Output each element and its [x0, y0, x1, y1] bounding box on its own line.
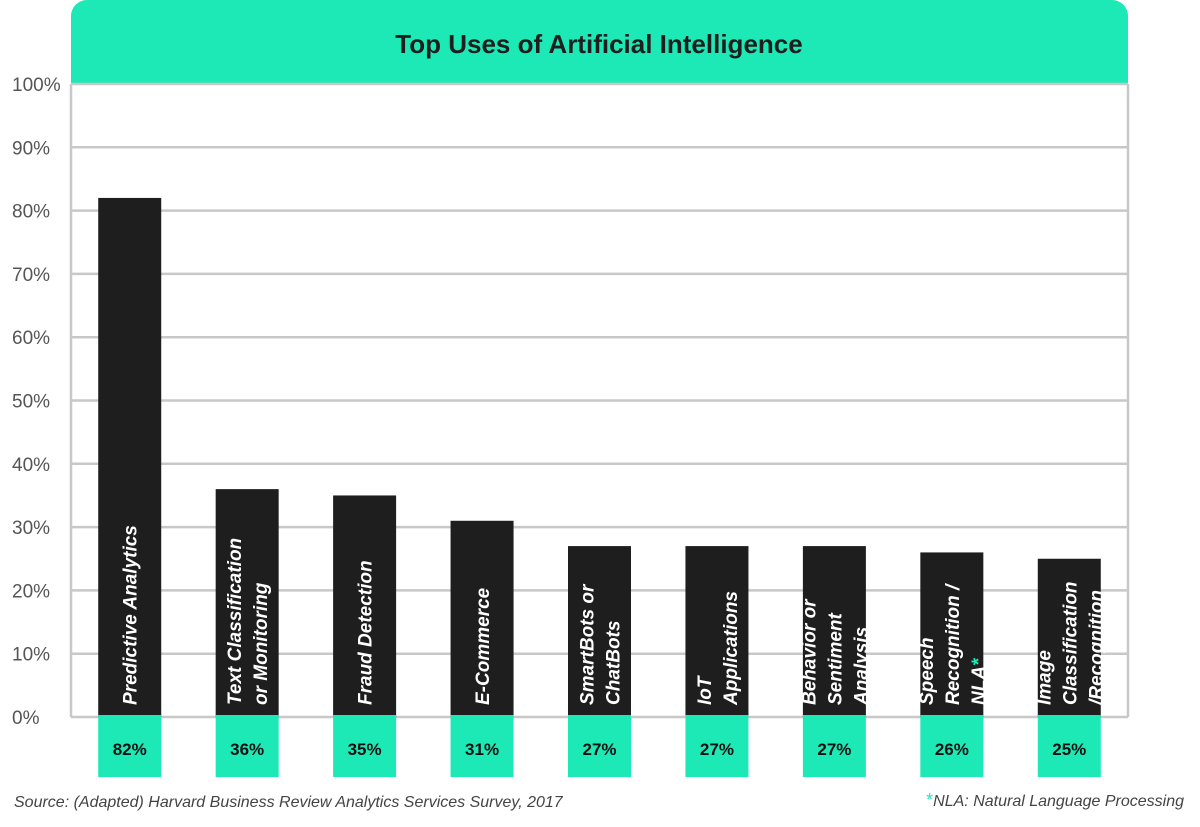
y-tick-label: 30%: [12, 518, 50, 539]
category-label: SmartBots or: [578, 583, 599, 705]
category-label: E-Commerce: [473, 587, 494, 705]
value-label: 27%: [700, 740, 734, 759]
value-box: [1037, 715, 1101, 777]
y-tick-label: 10%: [12, 645, 50, 666]
category-label: or Monitoring: [251, 582, 272, 705]
y-tick-label: 0%: [12, 708, 40, 729]
y-tick-label: 20%: [12, 581, 50, 602]
bar: [1037, 558, 1101, 717]
category-label: Fraud Detection: [356, 560, 377, 705]
value-label: 26%: [935, 740, 969, 759]
category-label: Text Classification: [225, 538, 246, 705]
y-tick-label: 80%: [12, 202, 50, 223]
bar: [802, 546, 866, 717]
bar: [215, 489, 279, 717]
category-label: Image: [1034, 650, 1055, 705]
category-label: IoT: [695, 675, 716, 705]
category-label: Recognition /: [943, 583, 964, 705]
value-label: 82%: [113, 740, 147, 759]
bars: 82% Predictive Analytics 36% Text Classific…: [98, 197, 1107, 777]
y-tick-label: 40%: [12, 455, 50, 476]
bar: [685, 546, 749, 717]
category-label: Analysis: [851, 627, 872, 706]
bar: [568, 546, 631, 717]
footnote-text: NLA: Natural Language Processing: [933, 793, 1184, 810]
value-label: 36%: [230, 740, 264, 759]
value-box: [568, 715, 631, 777]
y-tick-label: 50%: [12, 392, 50, 413]
category-label: Sentiment: [825, 612, 846, 705]
value-box: [450, 715, 514, 777]
value-label: 35%: [348, 740, 382, 759]
footnote-asterisk: *: [926, 790, 934, 810]
source-note: Source: (Adapted) Harvard Business Revie…: [14, 794, 563, 811]
chart-title: Top Uses of Artificial Intelligence: [395, 29, 802, 59]
value-label: 25%: [1052, 740, 1086, 759]
bar: [920, 552, 984, 717]
category-label: Applications: [721, 591, 742, 706]
category-label: Predictive Analytics: [121, 525, 142, 705]
value-box: [802, 715, 866, 777]
title-banner-bottom: [71, 60, 1128, 84]
bar: [98, 197, 162, 717]
category-label: NLA*: [969, 657, 990, 705]
value-label: 27%: [582, 740, 616, 759]
category-label: Classification: [1060, 581, 1081, 705]
category-label: ChatBots: [604, 621, 625, 705]
y-tick-label: 100%: [12, 75, 61, 96]
value-box: [215, 715, 279, 777]
value-box: [920, 715, 984, 777]
footnote: *NLA: Natural Language Processing: [926, 790, 1184, 811]
y-tick-label: 60%: [12, 328, 50, 349]
value-label: 31%: [465, 740, 499, 759]
y-tick-label: 70%: [12, 265, 50, 286]
category-label: /Recognition: [1086, 590, 1107, 706]
bar: [333, 495, 397, 717]
value-label: 27%: [817, 740, 851, 759]
bar: [450, 520, 514, 717]
category-label: Behavior or: [799, 598, 820, 705]
value-box: [98, 715, 162, 777]
category-label: Speech: [917, 637, 938, 705]
y-tick-label: 90%: [12, 138, 50, 159]
value-box: [685, 715, 749, 777]
value-box: [333, 715, 397, 777]
